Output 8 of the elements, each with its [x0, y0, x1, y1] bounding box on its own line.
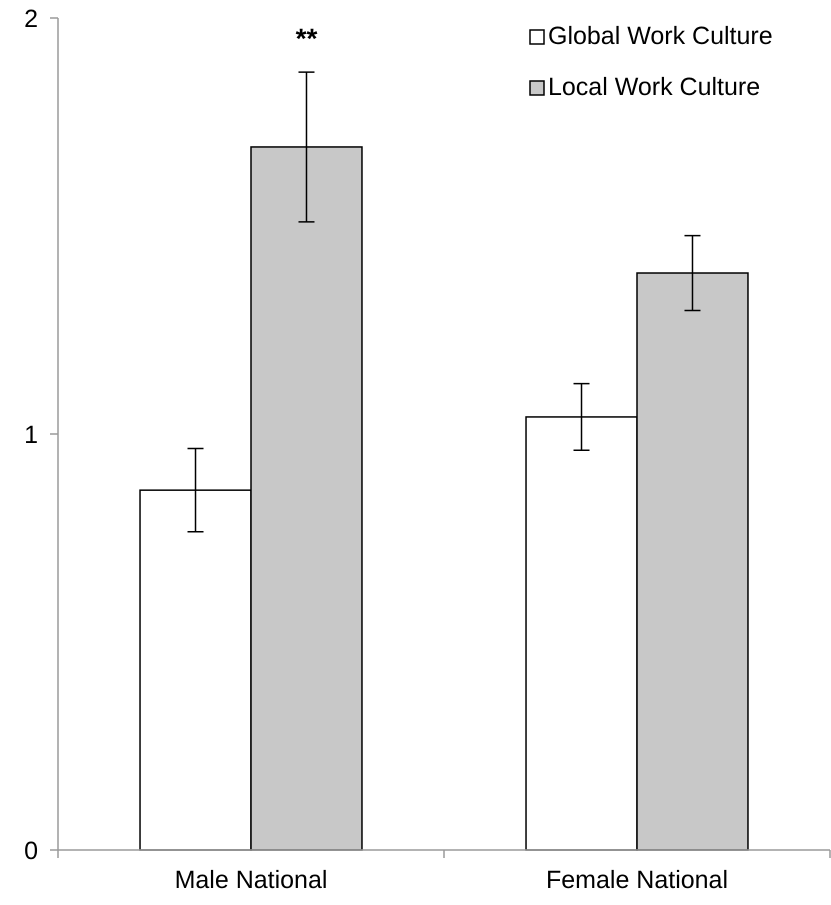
legend-label: Local Work Culture [548, 73, 760, 101]
y-tick-label: 2 [24, 5, 38, 33]
annotation: ** [296, 23, 318, 54]
y-tick-label: 0 [24, 837, 38, 865]
x-tick-label: Female National [546, 866, 728, 894]
legend-label: Global Work Culture [548, 22, 773, 50]
x-tick-label: Male National [174, 866, 328, 894]
y-tick-label: 1 [24, 421, 38, 449]
